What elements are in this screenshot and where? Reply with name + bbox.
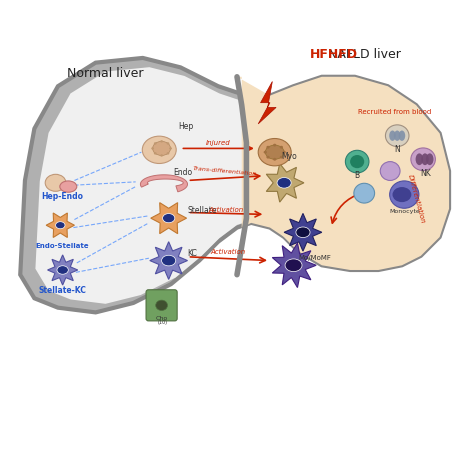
Text: Normal liver: Normal liver <box>67 67 143 80</box>
Ellipse shape <box>346 150 369 173</box>
Ellipse shape <box>280 146 283 148</box>
Ellipse shape <box>169 147 172 150</box>
Ellipse shape <box>350 155 364 168</box>
Ellipse shape <box>60 181 77 192</box>
Ellipse shape <box>166 142 169 145</box>
Ellipse shape <box>266 146 270 148</box>
Ellipse shape <box>385 125 409 146</box>
Text: NK: NK <box>420 169 431 178</box>
Text: Differentiation: Differentiation <box>407 174 426 225</box>
Ellipse shape <box>421 154 429 165</box>
Ellipse shape <box>390 181 419 208</box>
Polygon shape <box>272 243 316 288</box>
Ellipse shape <box>426 154 434 165</box>
Ellipse shape <box>399 130 405 141</box>
Text: Mo/MoMF: Mo/MoMF <box>298 255 331 261</box>
Ellipse shape <box>57 266 68 274</box>
Ellipse shape <box>264 151 267 154</box>
Text: Stellate-KC: Stellate-KC <box>39 286 87 295</box>
Polygon shape <box>20 58 449 312</box>
Ellipse shape <box>285 259 302 272</box>
Polygon shape <box>140 175 188 192</box>
Text: Activation: Activation <box>210 249 245 255</box>
Text: (10): (10) <box>157 320 167 325</box>
Polygon shape <box>151 203 187 234</box>
Text: Hep: Hep <box>178 122 193 131</box>
Ellipse shape <box>151 147 154 150</box>
Ellipse shape <box>156 300 167 310</box>
Text: KC: KC <box>188 249 197 258</box>
Polygon shape <box>47 255 78 285</box>
Ellipse shape <box>55 222 65 229</box>
Text: B: B <box>355 171 360 180</box>
Polygon shape <box>258 82 276 124</box>
Ellipse shape <box>160 155 163 156</box>
Text: Recruited from blood: Recruited from blood <box>358 109 431 116</box>
Ellipse shape <box>354 183 374 203</box>
Text: Activation: Activation <box>208 207 243 213</box>
Ellipse shape <box>273 158 276 161</box>
Ellipse shape <box>280 156 283 159</box>
Ellipse shape <box>283 151 286 154</box>
Ellipse shape <box>380 162 400 181</box>
Ellipse shape <box>265 145 284 159</box>
Ellipse shape <box>163 214 175 223</box>
Ellipse shape <box>273 144 276 146</box>
Ellipse shape <box>266 156 270 159</box>
Polygon shape <box>150 242 188 279</box>
Text: Monocyte: Monocyte <box>389 210 419 214</box>
Ellipse shape <box>392 187 411 202</box>
Ellipse shape <box>277 177 291 188</box>
Ellipse shape <box>258 138 291 166</box>
Ellipse shape <box>142 136 176 164</box>
Polygon shape <box>36 67 434 304</box>
Text: Endo-Stellate: Endo-Stellate <box>36 243 90 249</box>
Text: Injured: Injured <box>206 140 230 146</box>
Text: NAFLD liver: NAFLD liver <box>328 48 401 61</box>
Text: Hep-Endo: Hep-Endo <box>42 192 83 201</box>
Polygon shape <box>237 77 449 270</box>
Polygon shape <box>46 213 74 237</box>
Ellipse shape <box>394 130 401 141</box>
Text: N: N <box>394 145 400 154</box>
Ellipse shape <box>154 152 157 155</box>
Text: Cho: Cho <box>155 317 168 321</box>
Ellipse shape <box>160 140 163 143</box>
Polygon shape <box>266 164 304 202</box>
Ellipse shape <box>411 148 436 171</box>
Ellipse shape <box>296 227 310 237</box>
Text: Myo: Myo <box>281 152 297 161</box>
Text: Endo: Endo <box>173 168 192 177</box>
Ellipse shape <box>154 142 157 145</box>
Polygon shape <box>284 213 322 251</box>
Ellipse shape <box>45 174 66 191</box>
Ellipse shape <box>389 130 396 141</box>
Ellipse shape <box>416 154 423 165</box>
Ellipse shape <box>153 141 171 155</box>
Text: Stellate: Stellate <box>188 207 217 216</box>
Ellipse shape <box>162 255 176 266</box>
Ellipse shape <box>166 152 169 155</box>
FancyBboxPatch shape <box>146 290 177 321</box>
Text: HFHFD: HFHFD <box>310 48 358 61</box>
Text: Trans-differentiation: Trans-differentiation <box>193 166 257 176</box>
